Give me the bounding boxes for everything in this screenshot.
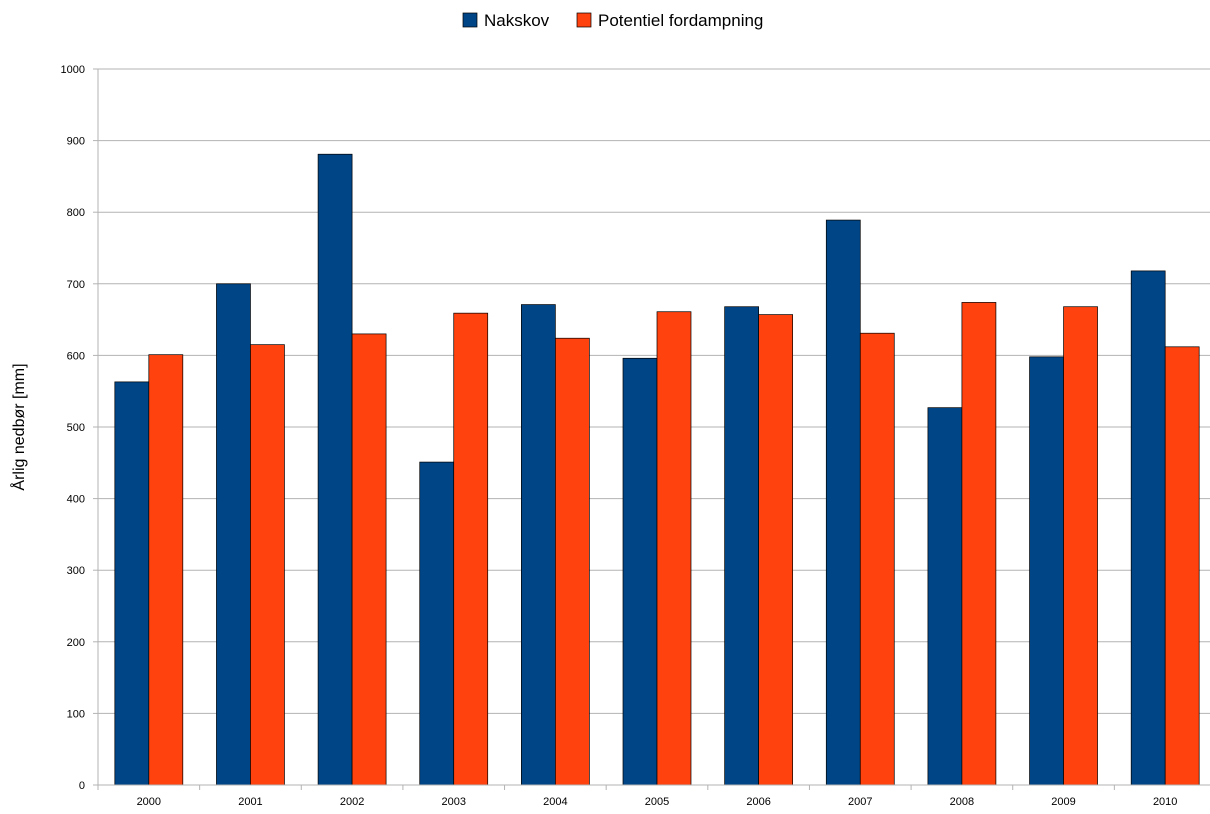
y-tick-label: 200: [67, 637, 85, 649]
y-tick-label: 1000: [61, 64, 85, 76]
y-tick-label: 400: [67, 494, 85, 506]
bar-potentiel-fordampning-2000: [148, 354, 184, 786]
bar-nakskov-2002: [317, 153, 353, 786]
bar-nakskov-2003: [419, 461, 455, 786]
legend-label-potentiel-fordampning: Potentiel fordampning: [598, 11, 763, 30]
x-tick-label: 2001: [238, 796, 262, 808]
bar-nakskov-2001: [216, 283, 251, 786]
bar-potentiel-fordampning-2002: [351, 333, 387, 786]
bar-potentiel-fordampning-2010: [1164, 346, 1200, 786]
x-tick-label: 2003: [441, 796, 465, 808]
x-tick-label: 2010: [1153, 796, 1177, 808]
bar-potentiel-fordampning-2007: [859, 332, 895, 786]
x-tick-labels: 2000 2001 2002 2003 2004 2005 2006 2007 2008 2009…: [97, 785, 1177, 808]
x-tick-label: 2007: [848, 796, 872, 808]
y-tick-label: 100: [67, 708, 85, 720]
bar-potentiel-fordampning-2005: [656, 311, 692, 786]
bar-nakskov-2005: [622, 357, 658, 786]
x-tick-label: 2000: [137, 796, 161, 808]
y-tick-label: 700: [67, 279, 85, 291]
bar-potentiel-fordampning-2003: [453, 312, 489, 786]
y-tick-labels: 0 100 200 300 400 500 600 700 800 900 1000: [61, 64, 98, 792]
x-tick-label: 2005: [645, 796, 669, 808]
bar-potentiel-fordampning-2004: [555, 337, 590, 786]
y-tick-label: 600: [67, 350, 85, 362]
bar-nakskov-2004: [521, 304, 556, 786]
bar-nakskov-2007: [825, 219, 861, 786]
x-tick-label: 2009: [1051, 796, 1075, 808]
bar-potentiel-fordampning-2006: [758, 314, 793, 786]
y-tick-label: 800: [67, 207, 85, 219]
legend-swatch-nakskov: [462, 12, 478, 28]
bar-nakskov-2008: [927, 407, 963, 786]
y-axis-label: Årlig nedbør [mm]: [9, 363, 28, 490]
x-tick-label: 2004: [543, 796, 567, 808]
x-tick-label: 2006: [746, 796, 770, 808]
y-tick-label: 900: [67, 136, 85, 148]
bars: [114, 153, 1200, 786]
y-tick-label: 0: [79, 780, 85, 792]
bar-potentiel-fordampning-2008: [961, 302, 997, 786]
y-tick-label: 500: [67, 422, 85, 434]
y-tick-label: 300: [67, 565, 85, 577]
bar-potentiel-fordampning-2001: [250, 344, 285, 786]
x-tick-label: 2008: [950, 796, 974, 808]
legend-label-nakskov: Nakskov: [484, 11, 550, 30]
legend-swatch-potentiel-fordampning: [576, 12, 592, 28]
x-tick-label: 2002: [340, 796, 364, 808]
bar-nakskov-2009: [1029, 356, 1064, 786]
legend: Nakskov Potentiel fordampning: [462, 11, 763, 30]
bar-nakskov-2006: [724, 306, 759, 786]
bar-nakskov-2010: [1130, 270, 1166, 786]
bar-nakskov-2000: [114, 381, 150, 786]
bar-potentiel-fordampning-2009: [1063, 306, 1098, 786]
